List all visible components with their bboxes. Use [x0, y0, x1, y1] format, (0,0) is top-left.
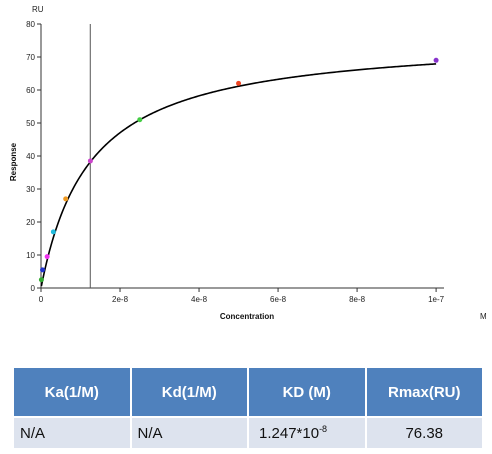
- x-tick-label: 6e-8: [270, 295, 287, 304]
- x-tick-label: 1e-7: [428, 295, 445, 304]
- y-axis-title: Response: [9, 142, 18, 181]
- y-tick-label: 0: [31, 284, 36, 293]
- affinity-chart: RU Response Concentration M 0 10 20 30 40 50 6…: [9, 5, 487, 321]
- x-tick-label: 8e-8: [349, 295, 366, 304]
- data-point: [50, 229, 56, 235]
- kinetics-table: Ka(1/M) Kd(1/M) KD (M) Rmax(RU) N/A N/A …: [12, 366, 484, 450]
- cell-KD-mantissa: 1.247*10: [259, 425, 320, 442]
- y-unit-label: RU: [32, 5, 44, 14]
- cell-kd: N/A: [131, 418, 247, 448]
- y-tick-label: 50: [26, 119, 35, 128]
- header-KD: KD (M): [249, 368, 365, 416]
- table-header-row: Ka(1/M) Kd(1/M) KD (M) Rmax(RU): [14, 368, 482, 416]
- cell-ka: N/A: [14, 418, 130, 448]
- header-kd: Kd(1/M): [131, 368, 247, 416]
- y-tick-label: 70: [26, 53, 35, 62]
- x-tick-label: 4e-8: [191, 295, 208, 304]
- cell-KD: 1.247*10-8: [249, 418, 365, 448]
- table-row: N/A N/A 1.247*10-8 76.38: [14, 418, 482, 448]
- header-rmax: Rmax(RU): [366, 368, 482, 416]
- y-tick-label: 30: [26, 185, 35, 194]
- cell-KD-exponent: -8: [319, 424, 328, 434]
- fit-curve: [40, 63, 437, 287]
- plot-area: 0 10 20 30 40 50 60 70 80 0 2e-8 4e-8 6e-8 8e-8 1e-7: [26, 20, 445, 304]
- x-unit-label: M: [480, 312, 487, 321]
- data-point: [433, 57, 439, 63]
- y-tick-label: 80: [26, 20, 35, 29]
- data-point: [137, 117, 143, 123]
- y-tick-label: 60: [26, 86, 35, 95]
- y-tick-label: 40: [26, 152, 35, 161]
- y-tick-label: 10: [26, 251, 35, 260]
- x-tick-label: 0: [39, 295, 44, 304]
- data-point: [40, 267, 46, 273]
- data-point: [44, 254, 50, 260]
- x-tick-label: 2e-8: [112, 295, 129, 304]
- x-axis-title: Concentration: [220, 312, 274, 321]
- cell-rmax: 76.38: [366, 418, 482, 448]
- data-point: [38, 277, 44, 283]
- data-point: [87, 158, 93, 164]
- data-point: [236, 80, 242, 86]
- data-point: [63, 196, 69, 202]
- y-tick-label: 20: [26, 218, 35, 227]
- header-ka: Ka(1/M): [14, 368, 130, 416]
